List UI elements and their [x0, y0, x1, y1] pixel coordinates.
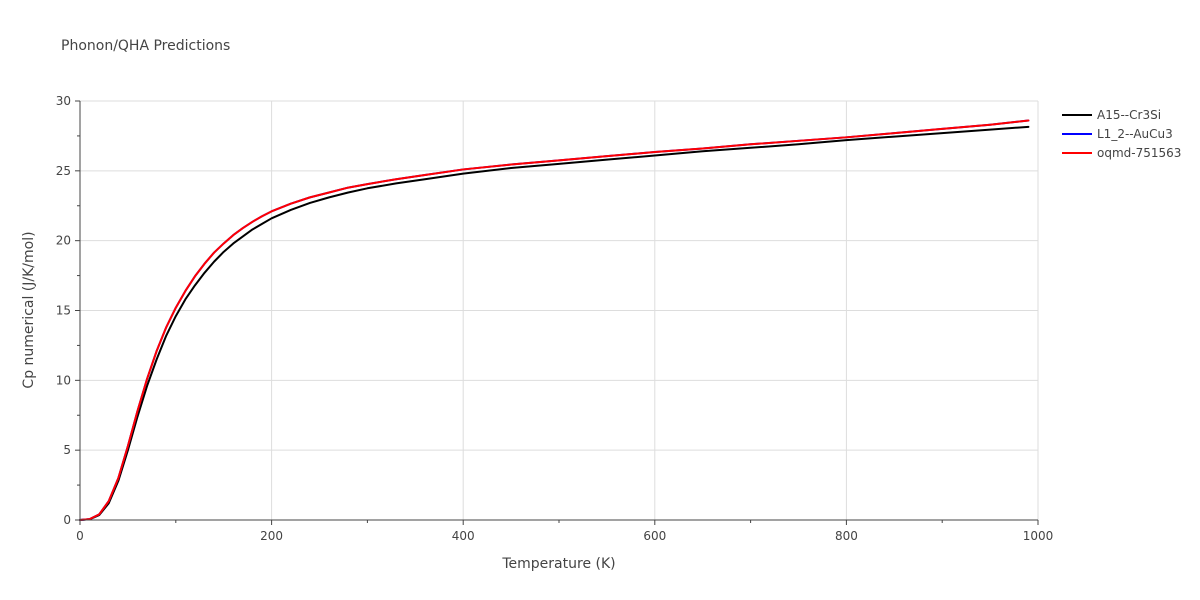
legend-item-2[interactable]: L1_2--AuCu3 [1062, 127, 1173, 141]
plot-area [79, 119, 1030, 521]
y-tick-label: 10 [56, 373, 71, 387]
legend-item-1[interactable]: A15--Cr3Si [1062, 108, 1161, 122]
y-tick-label: 0 [63, 513, 71, 527]
series-line-3[interactable] [79, 119, 1030, 521]
series-line-2[interactable] [79, 119, 1030, 521]
legend[interactable]: A15--Cr3Si L1_2--AuCu3 oqmd-751563 [1062, 108, 1181, 160]
x-axis-label: Temperature (K) [501, 556, 615, 572]
y-tick-label: 15 [56, 304, 71, 318]
y-tick-label: 25 [56, 164, 71, 178]
legend-label: A15--Cr3Si [1097, 108, 1161, 122]
x-tick-label: 600 [643, 529, 666, 543]
x-tick-label: 0 [76, 529, 84, 543]
legend-label: oqmd-751563 [1097, 146, 1181, 160]
y-tick-label: 30 [56, 94, 71, 108]
chart-title: Phonon/QHA Predictions [61, 38, 230, 54]
x-tick-label: 400 [452, 529, 475, 543]
x-tick-label: 1000 [1023, 529, 1054, 543]
axes: 0 5 10 15 20 25 30 0 200 400 600 800 1000 [56, 94, 1054, 543]
series-line-1[interactable] [79, 125, 1030, 521]
grid [80, 100, 1039, 520]
y-tick-label: 5 [63, 443, 71, 457]
y-axis-label: Cp numerical (J/K/mol) [21, 231, 37, 388]
y-tick-label: 20 [56, 234, 71, 248]
legend-item-3[interactable]: oqmd-751563 [1062, 146, 1181, 160]
legend-label: L1_2--AuCu3 [1097, 127, 1173, 141]
x-tick-label: 200 [260, 529, 283, 543]
x-tick-label: 800 [835, 529, 858, 543]
